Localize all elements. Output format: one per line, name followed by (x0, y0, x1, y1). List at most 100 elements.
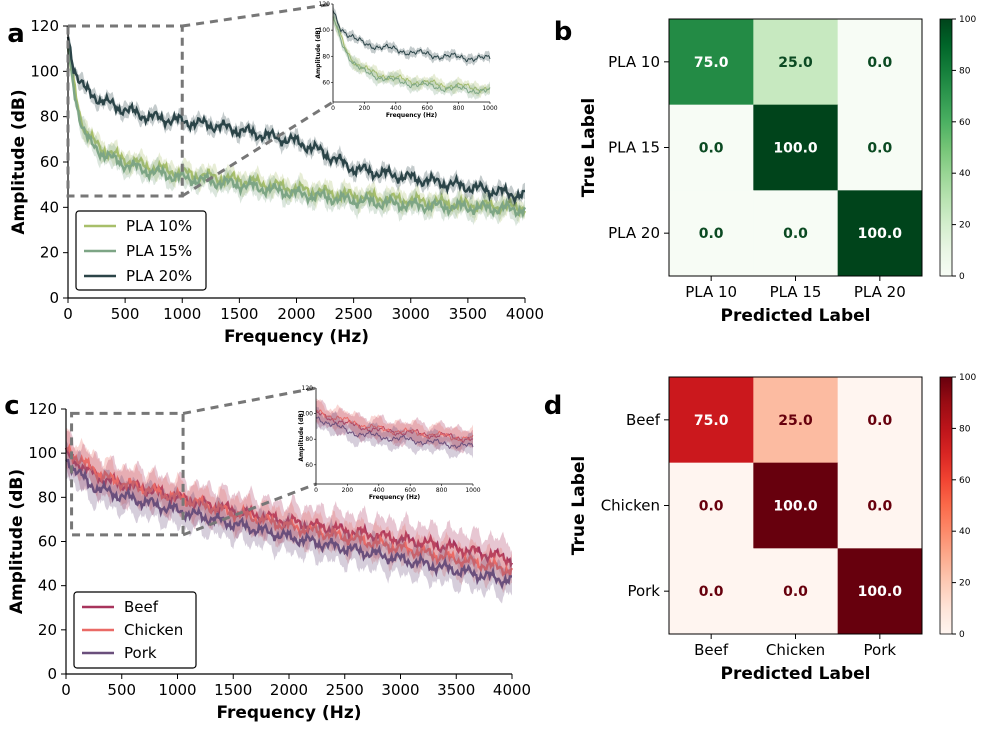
x-axis-title: Frequency (Hz) (216, 703, 361, 723)
inset-y-tick-label: 60 (305, 462, 313, 469)
legend-label-beef: Beef (124, 598, 159, 616)
heatmap-cell (669, 462, 754, 549)
colorbar-tick-label: 80 (959, 424, 971, 434)
inset-y-tick-label: 60 (322, 79, 330, 86)
colorbar-tick-label: 20 (959, 221, 971, 231)
x-axis-title: Frequency (Hz) (224, 327, 369, 347)
inset-series-band-pla-10- (333, 11, 490, 99)
panel-letter-a: a (7, 19, 25, 49)
inset-y-axis-title: Amplitude (dB) (298, 410, 305, 462)
heatmap-cell-label: 75.0 (694, 413, 729, 429)
inset-y-tick-label: 120 (302, 385, 314, 392)
x-tick-label: 500 (107, 681, 136, 699)
heatmap-cell-label: 0.0 (783, 584, 808, 600)
x-axis-title: Predicted Label (720, 664, 870, 684)
inset-x-tick-label: 200 (342, 487, 354, 494)
heatmap-cell-label: 0.0 (867, 499, 892, 515)
inset-y-tick-label: 100 (319, 27, 331, 34)
x-category-label: PLA 10 (685, 283, 737, 301)
x-tick-label: 1000 (163, 305, 201, 323)
legend-label-pla-15-: PLA 15% (126, 242, 192, 260)
inset-x-tick-label: 600 (404, 487, 416, 494)
heatmap-cell-label: 0.0 (699, 584, 724, 600)
colorbar-tick-label: 20 (959, 579, 971, 589)
inset-series-band-pla-15- (333, 10, 490, 100)
colorbar-tick-label: 0 (959, 272, 965, 282)
y-tick-label: 80 (38, 488, 57, 506)
heatmap-cell-label: 75.0 (694, 55, 729, 71)
heatmap-cell-label: 0.0 (783, 226, 808, 242)
heatmap-cell (837, 19, 923, 106)
inset-series-band-pork (316, 405, 473, 459)
inset-series-band-chicken (316, 398, 473, 452)
series-band-pla-10- (68, 38, 525, 224)
x-tick-label: 0 (63, 305, 73, 323)
heatmap-cell (669, 548, 754, 635)
colorbar (939, 376, 953, 635)
y-tick-label: 20 (40, 244, 59, 262)
panel-letter-c: c (4, 391, 19, 421)
x-tick-label: 2000 (270, 681, 308, 699)
heatmap-cell (837, 462, 923, 549)
inset-x-tick-label: 800 (453, 105, 465, 112)
x-category-label: PLA 15 (770, 283, 822, 301)
colorbar-tick-label: 100 (959, 373, 976, 383)
inset-chart-a: 0 200 400 600 800 1000 60 80 100 120 Frequency (Hz… (315, 1, 498, 119)
series-line-chicken (65, 443, 514, 579)
heatmap-cell-label: 100.0 (858, 584, 903, 600)
heatmap-cell (753, 190, 839, 277)
y-category-label: PLA 20 (608, 224, 660, 242)
inset-x-tick-label: 400 (373, 487, 385, 494)
chart-c: 0 500 1000 1500 2000 2500 3000 3500 400002040608… (4, 385, 531, 723)
heatmap-cell-label: 0.0 (867, 141, 892, 157)
y-tick-label: 0 (47, 665, 57, 683)
x-tick-label: 3000 (381, 681, 419, 699)
heatmap-cell (753, 462, 839, 549)
heatmap-cell (837, 548, 923, 635)
inset-x-tick-label: 1000 (465, 487, 480, 494)
y-category-label: Pork (627, 582, 660, 600)
inset-y-tick-label: 120 (319, 1, 331, 8)
heatmap-cell-label: 0.0 (699, 141, 724, 157)
y-category-label: PLA 10 (608, 53, 660, 71)
heatmap-cell-label: 0.0 (867, 55, 892, 71)
colorbar-tick-label: 0 (959, 630, 965, 640)
zoom-region-box (66, 24, 184, 198)
y-axis-title: True Label (579, 98, 599, 198)
inset-x-tick-label: 0 (314, 487, 318, 494)
inset-series-line-beef (315, 410, 474, 443)
y-tick-label: 20 (38, 621, 57, 639)
inset-y-tick-label: 80 (322, 53, 330, 60)
heatmap-cell (669, 190, 754, 277)
inset-x-tick-label: 600 (421, 105, 433, 112)
inset-series-line-pla-20- (332, 10, 491, 63)
zoom-connector-bottom (182, 482, 317, 537)
y-category-label: PLA 15 (608, 139, 660, 157)
heatmap-cell (753, 104, 839, 191)
inset-x-tick-label: 400 (390, 105, 402, 112)
inset-series-band-pla-20- (333, 5, 490, 67)
legend-label-chicken: Chicken (124, 621, 183, 639)
series-band-chicken (66, 428, 512, 594)
y-tick-label: 100 (28, 444, 57, 462)
heatmap-cell-label: 25.0 (778, 55, 813, 71)
x-axis-title: Predicted Label (720, 306, 870, 326)
legend-box (75, 210, 207, 291)
y-axis-title: Amplitude (dB) (9, 89, 29, 234)
inset-series-line-pork (315, 416, 474, 449)
x-tick-label: 2500 (335, 305, 373, 323)
x-tick-label: 1500 (220, 305, 258, 323)
chart-b: 75.0 25.0 0.0 0.0 100.0 0.0 0.0 0.0 100.0 PLA 10 P… (554, 15, 977, 326)
x-category-label: Pork (864, 641, 897, 659)
inset-y-axis-title: Amplitude (dB) (315, 27, 322, 79)
inset-series-band-beef (316, 399, 473, 454)
heatmap-cell-label: 0.0 (867, 413, 892, 429)
x-tick-label: 2000 (277, 305, 315, 323)
x-category-label: Beef (694, 641, 729, 659)
y-category-label: Beef (626, 411, 661, 429)
series-line-pork (65, 458, 512, 590)
x-tick-label: 3000 (392, 305, 430, 323)
heatmap-cell-label: 100.0 (773, 499, 818, 515)
